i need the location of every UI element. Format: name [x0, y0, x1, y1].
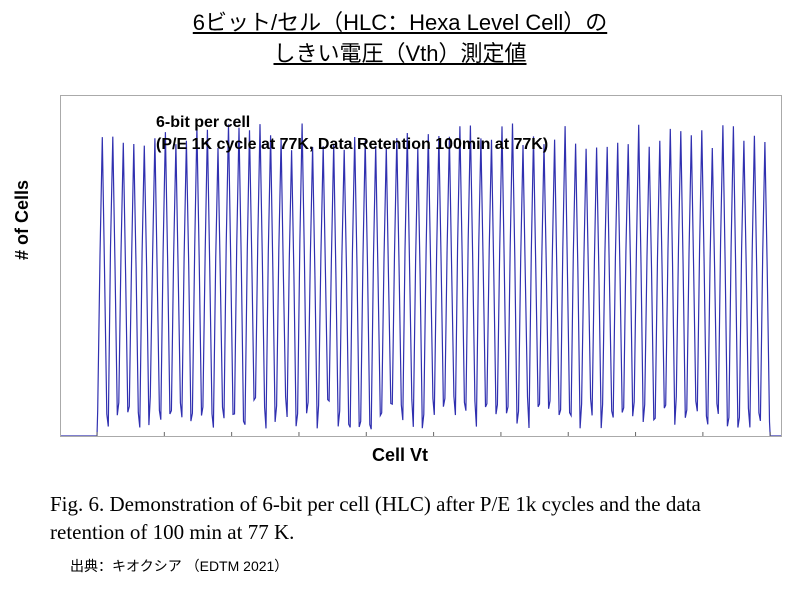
- chart-x-axis-label: Cell Vt: [0, 445, 800, 466]
- chart-annotation-line2: (P/E 1K cycle at 77K, Data Retention 100…: [156, 136, 548, 153]
- title-line-1: 6ビット/セル（HLC：Hexa Level Cell）の: [193, 10, 607, 35]
- chart-y-axis-label: # of Cells: [12, 180, 33, 260]
- chart-annotation-line1: 6-bit per cell: [156, 114, 250, 131]
- vth-distribution-chart: 6-bit per cell (P/E 1K cycle at 77K, Dat…: [60, 95, 782, 437]
- page-title: 6ビット/セル（HLC：Hexa Level Cell）の しきい電圧（Vth）…: [0, 0, 800, 70]
- title-line-2: しきい電圧（Vth）測定値: [273, 41, 526, 66]
- figure-caption: Fig. 6. Demonstration of 6-bit per cell …: [50, 490, 760, 547]
- chart-annotation: 6-bit per cell (P/E 1K cycle at 77K, Dat…: [156, 112, 548, 155]
- chart-trace: [61, 124, 781, 437]
- source-line: 出典：キオクシア （EDTM 2021）: [70, 556, 288, 576]
- chart-x-ticks: [97, 432, 770, 436]
